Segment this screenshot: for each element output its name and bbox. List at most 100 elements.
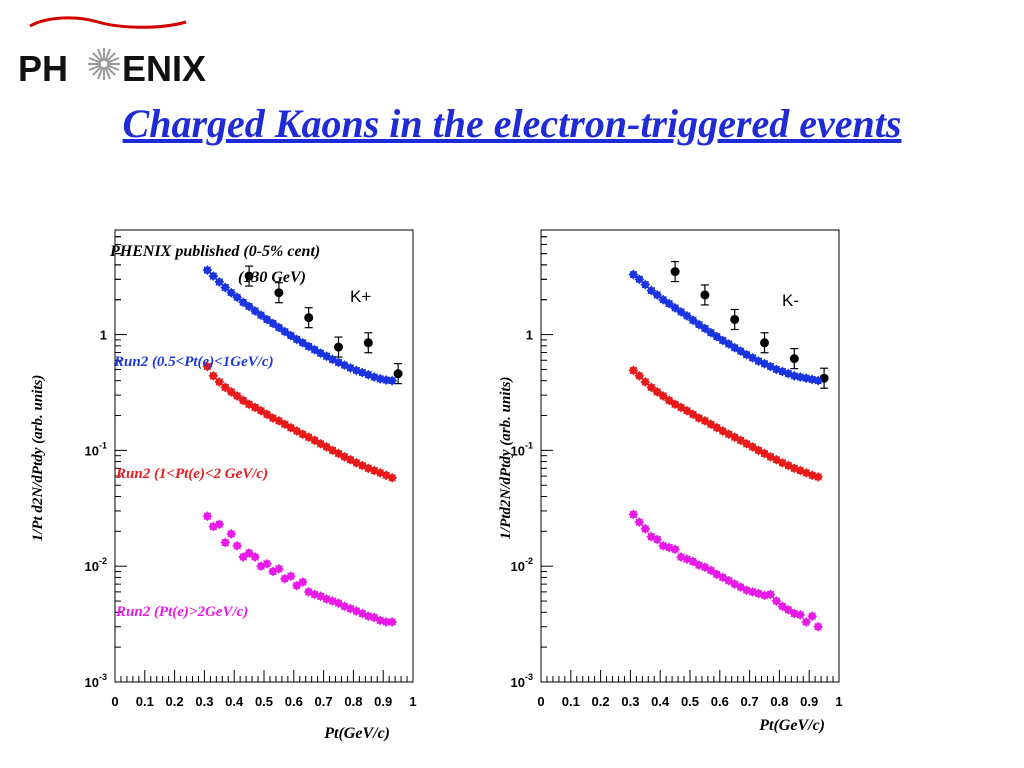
data-point	[244, 301, 255, 312]
data-point	[652, 289, 663, 300]
x-tick-label: 0.7	[741, 694, 759, 709]
y-tick-label: 10-3	[85, 672, 107, 690]
data-point	[267, 318, 278, 329]
data-point	[208, 370, 219, 381]
data-point	[789, 354, 799, 364]
data-point	[274, 288, 284, 298]
data-point	[387, 375, 398, 386]
data-point	[297, 577, 308, 588]
x-tick-label: 1	[835, 694, 842, 709]
y-tick-label: 10-1	[511, 440, 533, 458]
data-point	[238, 552, 249, 563]
data-point	[220, 537, 231, 548]
y-tick-label: 10-3	[511, 672, 533, 690]
data-point	[664, 298, 675, 309]
data-point	[202, 511, 213, 522]
x-tick-label: 0.5	[255, 694, 273, 709]
data-point	[393, 369, 403, 379]
data-point	[334, 342, 343, 352]
data-point	[214, 519, 225, 530]
series-label: Run2 (Pt(e)>2GeV/c)	[115, 604, 248, 620]
x-tick-label: 0.6	[711, 694, 729, 709]
data-point	[304, 313, 314, 323]
y-tick-label: 10-2	[511, 556, 533, 574]
data-point	[226, 528, 237, 539]
data-point	[273, 563, 284, 574]
y-tick-exp: -1	[99, 440, 107, 450]
data-point	[279, 326, 290, 337]
data-point	[789, 370, 800, 381]
y-tick-exp: -1	[525, 440, 533, 450]
data-point	[646, 285, 657, 296]
data-point	[628, 509, 639, 520]
y-axis-label: 1/Ptd2N/dPtdy (arb. units)	[498, 377, 514, 540]
y-tick-label: 10-2	[85, 556, 107, 574]
y-tick-label: 10-1	[85, 440, 107, 458]
data-point	[687, 315, 698, 326]
data-point	[250, 552, 261, 563]
data-point	[765, 589, 776, 600]
data-point	[226, 287, 237, 298]
x-tick-label: 0	[111, 694, 118, 709]
y-tick-base: 10	[511, 559, 525, 574]
y-tick-base: 10	[85, 443, 99, 458]
x-tick-label: 0.2	[592, 694, 610, 709]
series-1	[202, 265, 398, 386]
x-tick-label: 0.3	[621, 694, 639, 709]
x-tick-label: 0.2	[166, 694, 184, 709]
data-point	[687, 409, 698, 420]
data-point	[664, 395, 675, 406]
x-tick-label: 0.4	[651, 694, 670, 709]
data-point	[375, 373, 386, 384]
logo-swoosh-icon	[29, 16, 187, 29]
data-point	[699, 323, 710, 334]
y-tick-base: 1	[526, 328, 533, 343]
data-point	[244, 271, 254, 281]
y-tick-base: 10	[511, 443, 525, 458]
x-tick-label: 0.7	[315, 694, 333, 709]
data-point	[795, 609, 806, 620]
x-tick-label: 0.1	[562, 694, 580, 709]
y-tick-exp: -2	[99, 556, 107, 566]
x-tick-label: 0.8	[344, 694, 362, 709]
data-point	[628, 269, 639, 280]
x-tick-label: 0.5	[681, 694, 699, 709]
data-point	[730, 314, 740, 324]
data-point	[670, 544, 681, 555]
data-point	[261, 409, 272, 420]
data-point	[687, 556, 698, 567]
data-point	[634, 370, 645, 381]
data-point	[658, 294, 669, 305]
data-point	[711, 331, 722, 342]
series-label: Run2 (1<Pt(e)<2 GeV/c)	[115, 466, 268, 482]
series-2	[628, 365, 824, 482]
series-3	[628, 509, 824, 632]
data-point	[220, 382, 231, 393]
series-2	[202, 361, 398, 483]
logo-text-right: ENIX	[122, 48, 207, 89]
data-point	[693, 319, 704, 330]
x-tick-label: 0.3	[195, 694, 213, 709]
data-point	[232, 540, 243, 551]
data-point	[244, 548, 255, 558]
x-tick-label: 1	[409, 694, 416, 709]
data-point	[381, 616, 392, 627]
data-point	[363, 338, 373, 348]
data-point	[652, 386, 663, 397]
data-point	[700, 290, 710, 300]
data-point	[670, 267, 680, 277]
x-tick-label: 0.8	[770, 694, 788, 709]
series-0	[670, 260, 829, 389]
data-point	[801, 373, 812, 384]
data-point	[232, 390, 243, 401]
phenix-logo: PH ENIX	[18, 12, 218, 89]
x-tick-label: 0.6	[285, 694, 303, 709]
y-tick-base: 1	[100, 328, 107, 343]
series-0	[244, 265, 403, 385]
chart-annotation: K+	[350, 287, 371, 306]
data-point	[238, 395, 249, 406]
x-tick-label: 0.9	[800, 694, 818, 709]
data-point	[273, 322, 284, 333]
x-axis-label: Pt(GeV/c)	[758, 717, 825, 734]
kplus-chart: 0 0.1 0.2 0.3 0.4 0.5 0.6 0.7 0.8 0.9 1110-110-210…	[30, 229, 417, 742]
